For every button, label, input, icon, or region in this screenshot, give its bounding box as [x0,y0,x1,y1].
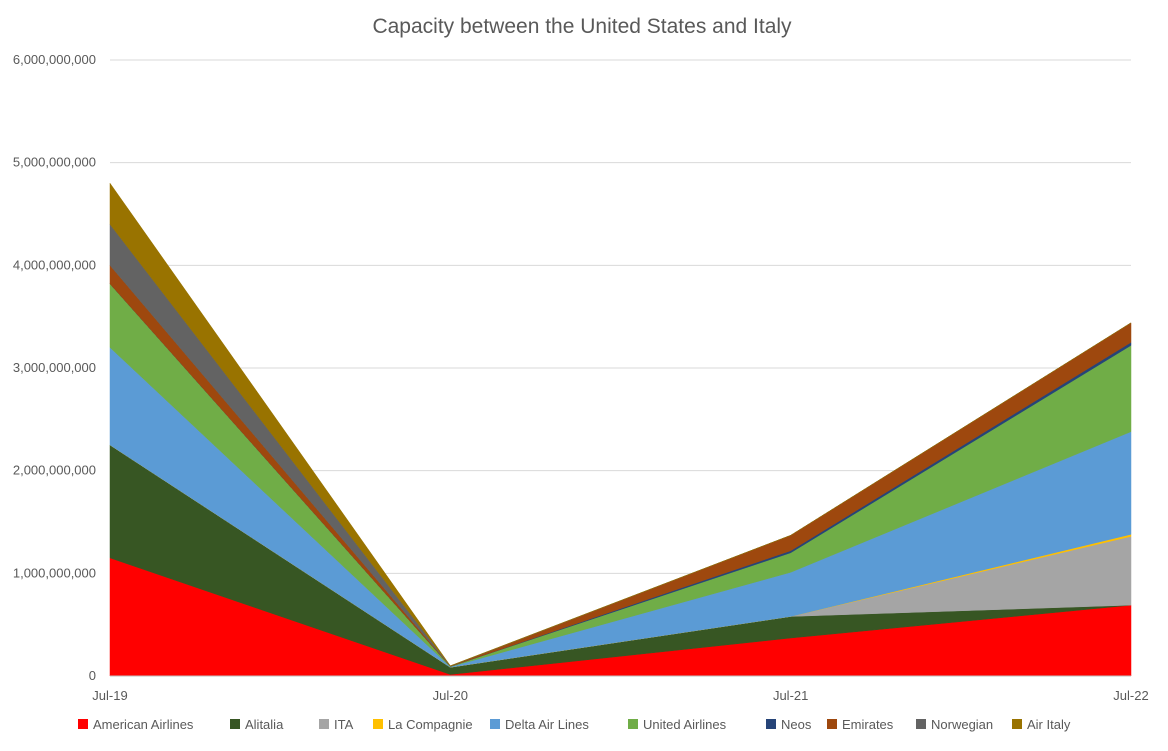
chart-title: Capacity between the United States and I… [372,15,792,38]
legend-label: American Airlines [93,717,194,732]
legend-item: Norwegian [916,717,993,732]
legend-label: Emirates [842,717,894,732]
legend-swatch [230,719,240,729]
y-tick-label: 1,000,000,000 [13,565,96,580]
legend-label: Alitalia [245,717,284,732]
legend-item: American Airlines [78,717,194,732]
x-tick-label: Jul-20 [433,688,468,703]
legend-item: ITA [319,717,354,732]
legend-label: La Compagnie [388,717,473,732]
legend-swatch [319,719,329,729]
legend-swatch [78,719,88,729]
legend-label: Air Italy [1027,717,1071,732]
y-tick-label: 4,000,000,000 [13,257,96,272]
y-tick-labels: 0 1,000,000,000 2,000,000,000 3,000,000,000… [13,52,96,683]
legend-label: Delta Air Lines [505,717,589,732]
legend-item: Delta Air Lines [490,717,589,732]
series-areas [109,182,1132,677]
legend-swatch [827,719,837,729]
x-tick-labels: Jul-19 Jul-20 Jul-21 Jul-22 [92,688,1148,703]
legend-label: Norwegian [931,717,993,732]
legend-label: Neos [781,717,812,732]
legend: American Airlines Alitalia ITA La Compagnie… [78,717,1071,732]
legend-item: Air Italy [1012,717,1071,732]
legend-swatch [766,719,776,729]
legend-swatch [373,719,383,729]
legend-item: United Airlines [628,717,727,732]
legend-swatch [628,719,638,729]
legend-swatch [916,719,926,729]
legend-label: ITA [334,717,354,732]
y-tick-label: 2,000,000,000 [13,463,96,478]
series-area-air-italy [109,182,1132,667]
y-tick-label: 0 [89,668,96,683]
y-tick-label: 6,000,000,000 [13,52,96,67]
x-tick-label: Jul-22 [1113,688,1148,703]
legend-label: United Airlines [643,717,727,732]
legend-item: La Compagnie [373,717,473,732]
y-tick-label: 5,000,000,000 [13,155,96,170]
legend-swatch [1012,719,1022,729]
x-tick-label: Jul-21 [773,688,808,703]
legend-item: Neos [766,717,812,732]
y-tick-label: 3,000,000,000 [13,360,96,375]
legend-item: Emirates [827,717,894,732]
x-tick-label: Jul-19 [92,688,127,703]
legend-swatch [490,719,500,729]
legend-item: Alitalia [230,717,284,732]
